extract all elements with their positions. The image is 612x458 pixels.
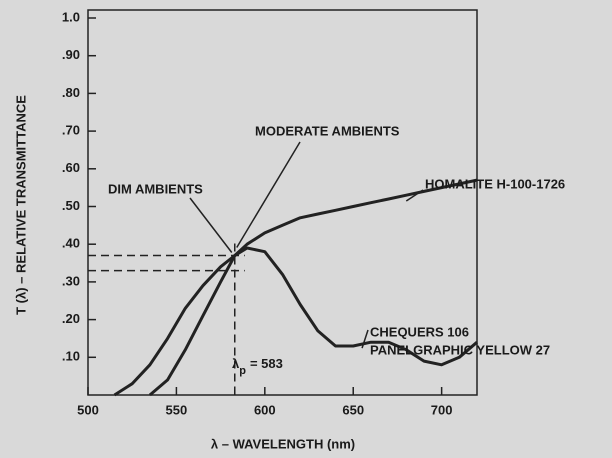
y-tick-label: .30: [62, 273, 80, 288]
series-label: CHEQUERS 106: [370, 324, 469, 339]
leader-line: [189, 197, 233, 253]
x-tick-label: 700: [431, 402, 453, 417]
x-tick-label: 650: [342, 402, 364, 417]
leader-line: [405, 189, 424, 202]
annotation: MODERATE AMBIENTS: [255, 123, 400, 138]
series-label: PANELGRAPHIC YELLOW 27: [370, 342, 550, 357]
y-tick-label: 1.0: [62, 9, 80, 24]
x-tick-label: 500: [77, 402, 99, 417]
series-line: [113, 246, 478, 397]
peak-label-part: p: [239, 365, 246, 377]
y-tick-label: .40: [62, 236, 80, 251]
peak-label: λp = 583: [232, 356, 283, 376]
y-tick-label: .60: [62, 160, 80, 175]
y-tick-label: .80: [62, 85, 80, 100]
x-axis-label: λ – WAVELENGTH (nm): [211, 436, 355, 451]
annotation: DIM AMBIENTS: [108, 181, 203, 196]
plot-frame: [87, 9, 478, 396]
y-axis-label: T (λ) – RELATIVE TRANSMITTANCE: [13, 95, 28, 315]
y-tick-label: .50: [62, 198, 80, 213]
peak-label-part: λ: [232, 356, 240, 371]
x-tick-label: 600: [254, 402, 276, 417]
series-label: HOMALITE H-100-1726: [425, 176, 565, 191]
y-tick-label: .20: [62, 311, 80, 326]
leader-line: [361, 329, 369, 349]
leader-line: [236, 141, 301, 248]
y-tick-label: .90: [62, 47, 80, 62]
peak-label-part: = 583: [250, 356, 283, 371]
x-tick-label: 550: [166, 402, 188, 417]
y-tick-label: .70: [62, 123, 80, 138]
y-tick-label: .10: [62, 349, 80, 364]
